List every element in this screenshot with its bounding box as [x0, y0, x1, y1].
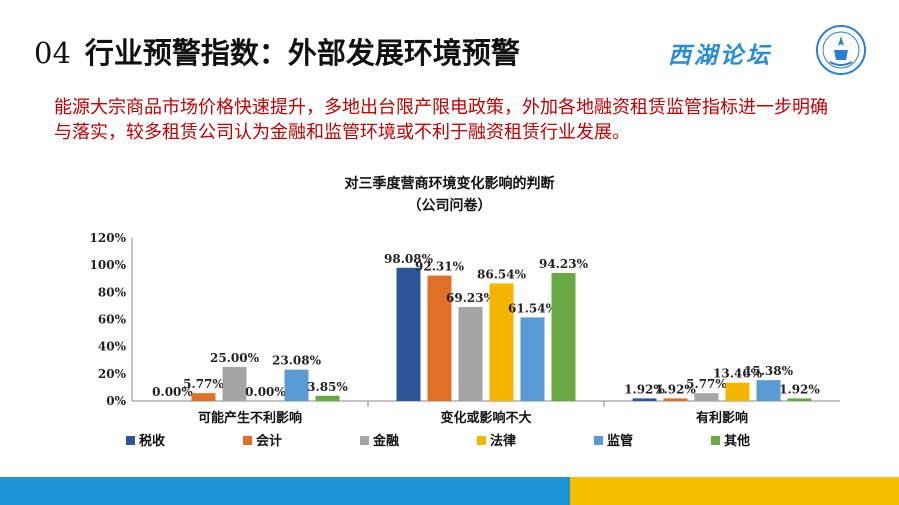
data-label: 13.46%	[713, 367, 763, 381]
data-label: 94.23%	[539, 257, 589, 271]
bar-其他	[315, 395, 340, 401]
bar-法律	[489, 283, 514, 401]
data-label: 15.38%	[744, 364, 794, 378]
data-label: 1.92%	[779, 382, 820, 396]
y-tick-label: 100%	[90, 258, 127, 272]
section-title: 行业预警指数：外部发展环境预警	[84, 36, 520, 70]
legend-label: 金融	[372, 433, 399, 449]
bar-税收	[632, 398, 657, 401]
legend-swatch	[477, 436, 486, 445]
data-label: 69.23%	[446, 291, 496, 305]
x-category-label: 变化或影响不大	[440, 410, 531, 426]
data-label: 86.54%	[477, 267, 527, 281]
intro-text: 能源大宗商品市场价格快速提升，多地出台限产限电政策，外加各地融资租赁监管指标进一…	[54, 97, 828, 143]
forum-logo-icon	[816, 25, 866, 75]
data-label: 61.54%	[508, 301, 558, 315]
data-label: 1.92%	[624, 382, 665, 396]
footer-bar-right	[570, 477, 899, 505]
brand-name: 西湖论坛	[668, 43, 772, 69]
bar-监管	[284, 369, 309, 401]
bar-监管	[756, 380, 781, 401]
bar-法律	[725, 382, 750, 401]
footer-bar-left	[0, 477, 570, 505]
page-title: 04 行业预警指数：外部发展环境预警	[34, 30, 520, 72]
chart-title: 对三季度营商环境变化影响的判断 （公司问卷）	[0, 173, 899, 217]
data-label: 23.08%	[272, 354, 322, 368]
chart-subtitle: （公司问卷）	[407, 198, 492, 214]
data-label: 92.31%	[415, 260, 465, 274]
x-category-label: 可能产生不利影响	[198, 410, 302, 426]
data-label: 1.92%	[655, 382, 696, 396]
data-label: 98.08%	[384, 252, 434, 266]
legend-label: 税收	[139, 433, 166, 449]
legend-swatch	[360, 436, 369, 445]
legend-label: 法律	[490, 433, 516, 449]
data-label: 5.77%	[183, 377, 224, 391]
data-label: 5.77%	[686, 377, 727, 391]
bar-金融	[222, 367, 247, 401]
legend-swatch	[594, 436, 603, 445]
y-tick-label: 40%	[98, 340, 127, 354]
legend-label: 会计	[256, 433, 282, 449]
legend-label: 其他	[724, 433, 750, 449]
data-label: 0.00%	[245, 385, 286, 399]
y-tick-label: 80%	[98, 285, 127, 299]
bar-会计	[191, 393, 216, 401]
x-category-label: 有利影响	[696, 410, 748, 426]
y-tick-label: 120%	[90, 231, 127, 245]
bar-其他	[551, 273, 576, 401]
legend-swatch	[243, 436, 252, 445]
legend-swatch	[126, 436, 135, 445]
chart-title-main: 对三季度营商环境变化影响的判断	[344, 176, 555, 192]
data-label: 3.85%	[307, 380, 348, 394]
y-tick-label: 20%	[98, 367, 127, 381]
bar-监管	[520, 317, 545, 401]
y-tick-label: 60%	[98, 313, 127, 327]
y-tick-label: 0%	[106, 394, 126, 408]
data-label: 0.00%	[152, 385, 193, 399]
bar-其他	[787, 398, 812, 401]
bar-chart: 0%20%40%60%80%100%120%0.00%5.77%25.00%0.…	[90, 231, 840, 449]
bar-税收	[396, 267, 421, 401]
data-label: 25.00%	[210, 351, 260, 365]
bar-金融	[458, 306, 483, 401]
legend-label: 监管	[607, 433, 633, 449]
legend-swatch	[711, 436, 720, 445]
bar-金融	[694, 393, 719, 401]
bar-会计	[663, 398, 688, 401]
bar-会计	[427, 275, 452, 401]
section-number: 04	[34, 36, 71, 70]
